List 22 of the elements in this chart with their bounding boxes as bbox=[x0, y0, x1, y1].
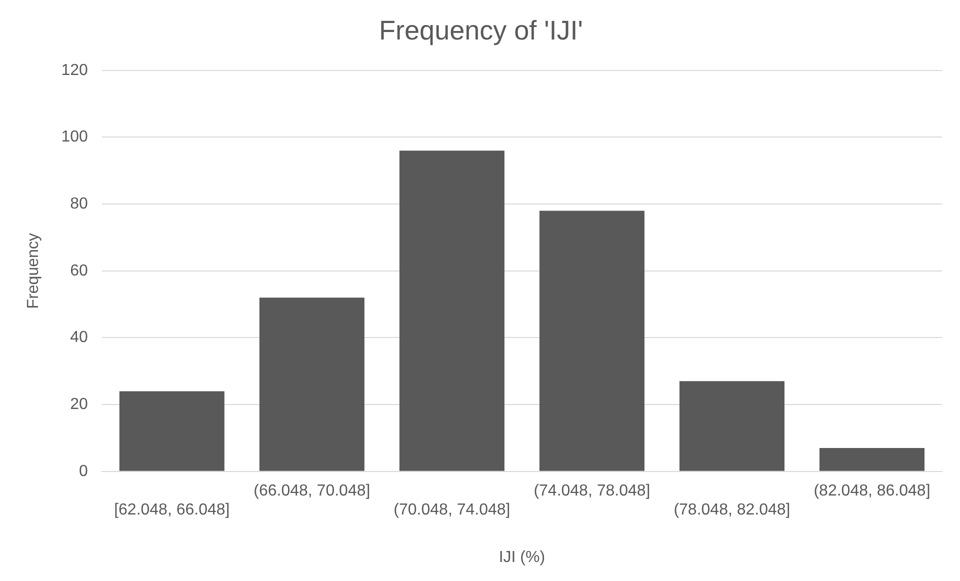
bar bbox=[119, 391, 224, 471]
x-axis-title: IJI (%) bbox=[498, 548, 546, 566]
x-tick-label: [62.048, 66.048] bbox=[114, 502, 230, 519]
bar bbox=[819, 448, 924, 471]
y-tick-label: 0 bbox=[78, 462, 88, 480]
bar bbox=[259, 298, 364, 471]
y-tick-label: 40 bbox=[70, 329, 88, 346]
x-tick-label: (66.048, 70.048] bbox=[254, 482, 370, 500]
y-tick-label: 80 bbox=[70, 195, 88, 212]
chart-title: Frequency of 'IJI' bbox=[379, 16, 583, 46]
y-tick-label: 60 bbox=[70, 262, 88, 280]
y-tick-label: 20 bbox=[70, 396, 88, 413]
x-tick-label: (74.048, 78.048] bbox=[534, 482, 650, 500]
y-tick-label: 100 bbox=[61, 128, 88, 146]
x-tick-label: (70.048, 74.048] bbox=[394, 502, 510, 519]
bar bbox=[679, 381, 784, 471]
y-axis-title: Frequency bbox=[25, 233, 42, 309]
x-tick-label: (82.048, 86.048] bbox=[814, 482, 930, 500]
y-tick-label: 120 bbox=[61, 62, 88, 79]
bar bbox=[399, 150, 504, 471]
x-tick-label: (78.048, 82.048] bbox=[674, 502, 790, 519]
bar bbox=[539, 210, 644, 471]
